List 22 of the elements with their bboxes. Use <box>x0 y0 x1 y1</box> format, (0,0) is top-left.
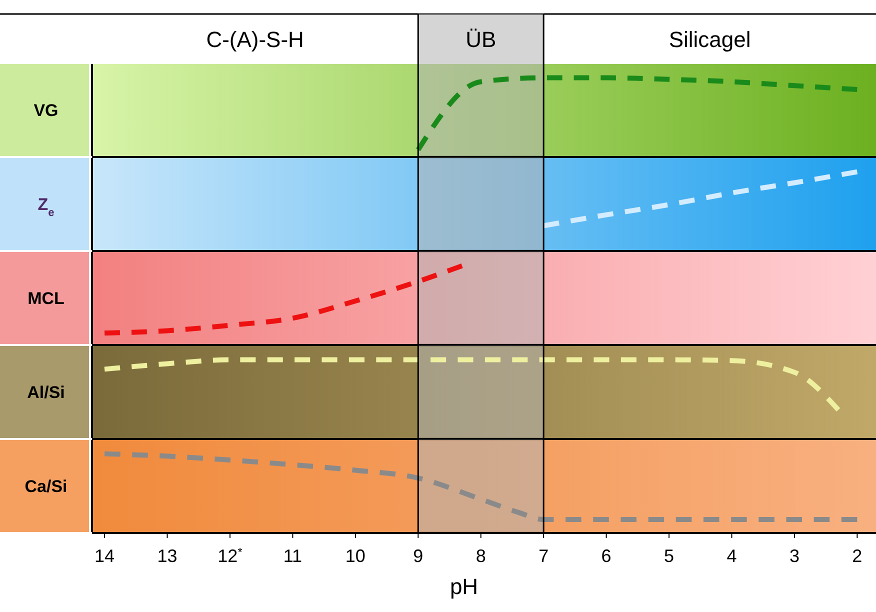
y-axis-title: Al/Si <box>27 383 65 402</box>
x-axis-title: pH <box>450 574 478 599</box>
y-axis-title: Ca/Si <box>24 477 68 496</box>
x-tick-label: 14 <box>94 546 115 566</box>
x-tick-label: 2 <box>852 546 862 566</box>
x-tick-label: 9 <box>413 546 424 566</box>
x-tick-label: 7 <box>538 546 549 566</box>
x-tick-label: 5 <box>664 546 674 566</box>
x-tick-label: 11 <box>283 546 302 566</box>
text: C-(A)-S-H <box>206 27 304 52</box>
x-tick-label: 8 <box>476 546 486 566</box>
y-axis-title: MCL <box>28 289 64 308</box>
text: Silicagel <box>668 27 751 52</box>
y-axis-title: VG <box>34 101 58 120</box>
band-label: ÜB <box>466 27 496 52</box>
x-tick-label: 3 <box>789 546 800 566</box>
x-tick-label: 12$^{*}$ <box>218 546 243 566</box>
x-tick-label: 10 <box>345 546 366 566</box>
x-tick-label: 13 <box>157 546 178 566</box>
x-tick-label: 4 <box>726 546 737 566</box>
x-tick-label: 6 <box>601 546 612 566</box>
y-axis-title: Z$_{e}$ <box>38 195 54 219</box>
